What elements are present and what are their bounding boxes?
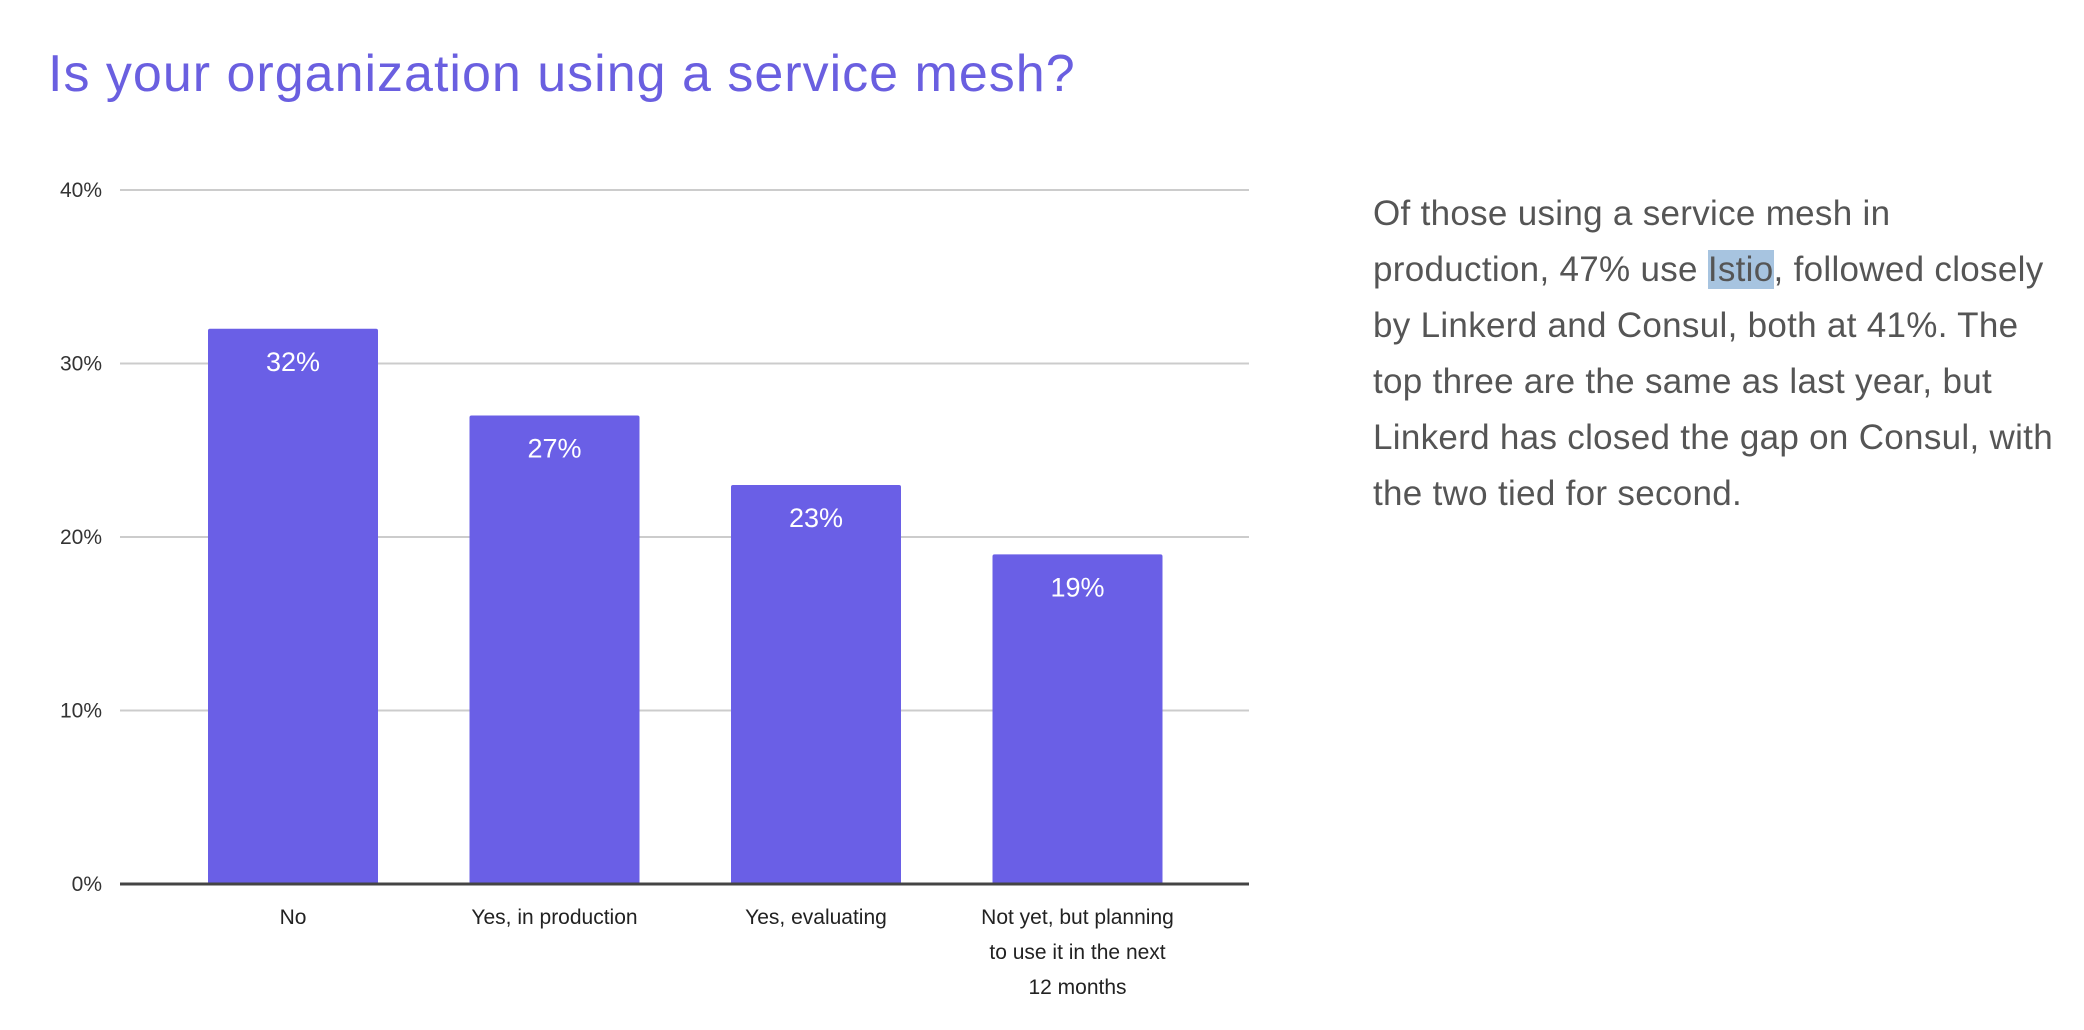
bar-chart: 0% 10% 20% 30% 40% 32% No 27% Yes, in production… — [60, 179, 1249, 999]
data-label: 27% — [527, 434, 581, 464]
commentary-paragraph: Of those using a service mesh in product… — [1373, 186, 2073, 522]
commentary-text-end: , followed closely by Linkerd and Consul… — [1373, 250, 2053, 513]
bar — [992, 554, 1163, 884]
data-label: 19% — [1050, 572, 1104, 602]
data-label: 32% — [266, 347, 320, 377]
y-tick-label: 10% — [60, 700, 102, 723]
bar — [731, 484, 901, 884]
highlighted-text[interactable]: Istio — [1707, 250, 1774, 289]
bar — [469, 415, 640, 884]
x-tick-label: Yes, in production — [471, 906, 637, 929]
x-tick-label: Yes, evaluating — [745, 906, 887, 929]
x-tick-label: No — [280, 906, 307, 929]
y-tick-label: 0% — [72, 873, 102, 896]
y-tick-label: 20% — [60, 526, 102, 549]
chart-title: Is your organization using a service mes… — [48, 45, 1076, 103]
bar — [208, 328, 378, 884]
y-tick-label: 30% — [60, 353, 102, 376]
y-tick-label: 40% — [60, 179, 102, 202]
x-tick-label: Not yet, but planning to use it in the ne… — [981, 906, 1174, 999]
data-label: 23% — [789, 503, 843, 533]
commentary-text: Of those using a service mesh in product… — [1373, 194, 1891, 289]
